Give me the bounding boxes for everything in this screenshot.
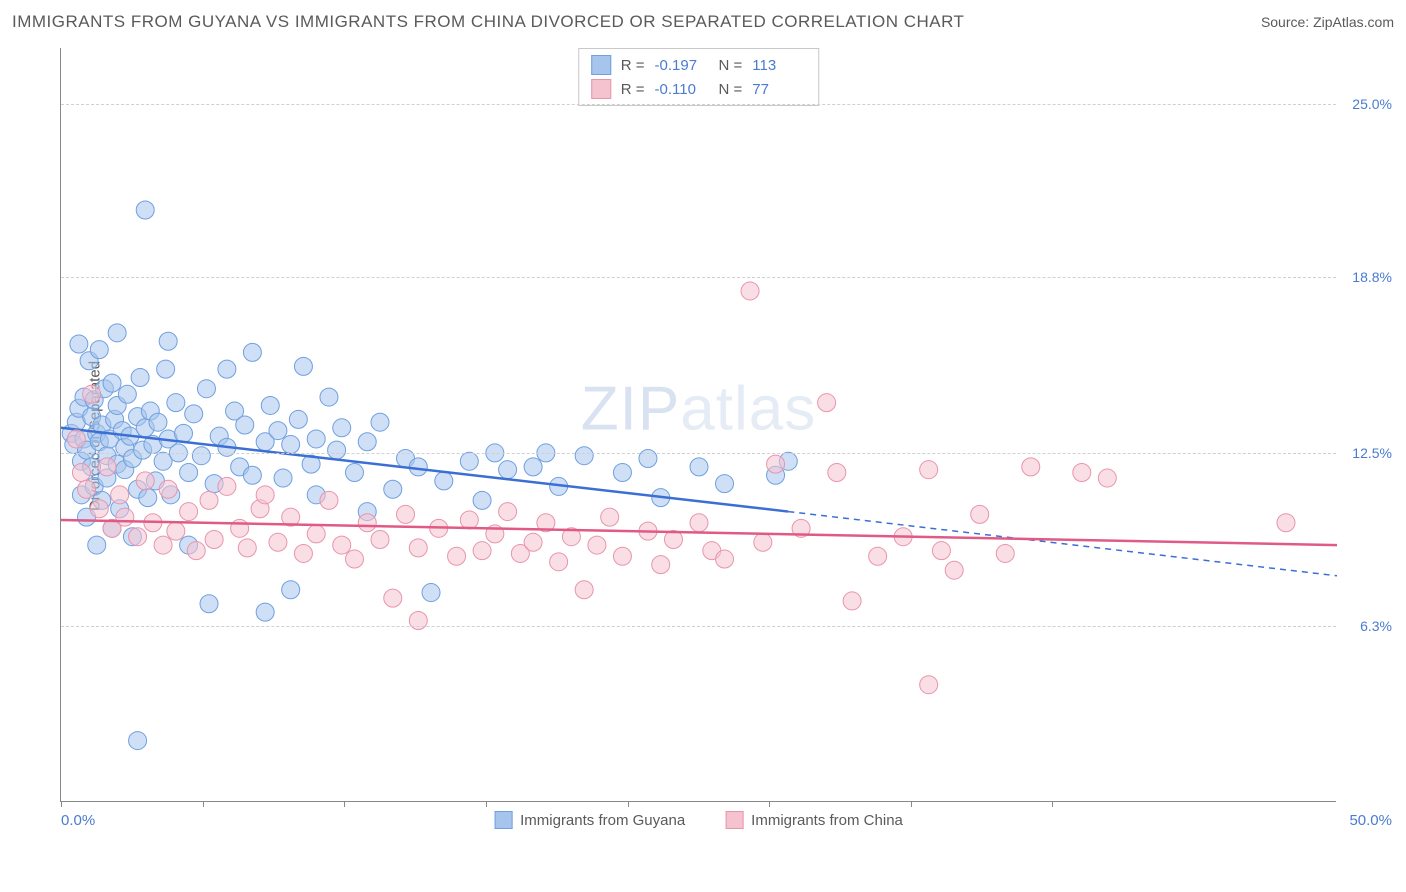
chart-title: IMMIGRANTS FROM GUYANA VS IMMIGRANTS FRO…: [12, 12, 964, 32]
x-tick-max: 50.0%: [1349, 812, 1392, 829]
x-tick-min: 0.0%: [61, 812, 95, 829]
stats-row-guyana: R = -0.197 N = 113: [591, 53, 807, 77]
y-tick-label: 18.8%: [1352, 269, 1392, 285]
y-tick-label: 25.0%: [1352, 96, 1392, 112]
stats-legend: R = -0.197 N = 113 R = -0.110 N = 77: [578, 48, 820, 106]
source-label: Source: ZipAtlas.com: [1261, 14, 1394, 30]
swatch-guyana: [591, 55, 611, 75]
y-tick-label: 12.5%: [1352, 445, 1392, 461]
plot-area: ZIPatlas R = -0.197 N = 113 R = -0.110 N…: [60, 48, 1336, 802]
legend-item-china: Immigrants from China: [725, 811, 903, 829]
legend-item-guyana: Immigrants from Guyana: [494, 811, 685, 829]
correlation-chart: Divorced or Separated ZIPatlas R = -0.19…: [12, 36, 1394, 836]
series-legend: Immigrants from Guyana Immigrants from C…: [494, 811, 903, 829]
stats-row-china: R = -0.110 N = 77: [591, 77, 807, 101]
y-tick-label: 6.3%: [1360, 618, 1392, 634]
swatch-guyana-icon: [494, 811, 512, 829]
plot-svg: [61, 48, 1337, 802]
swatch-china: [591, 79, 611, 99]
swatch-china-icon: [725, 811, 743, 829]
